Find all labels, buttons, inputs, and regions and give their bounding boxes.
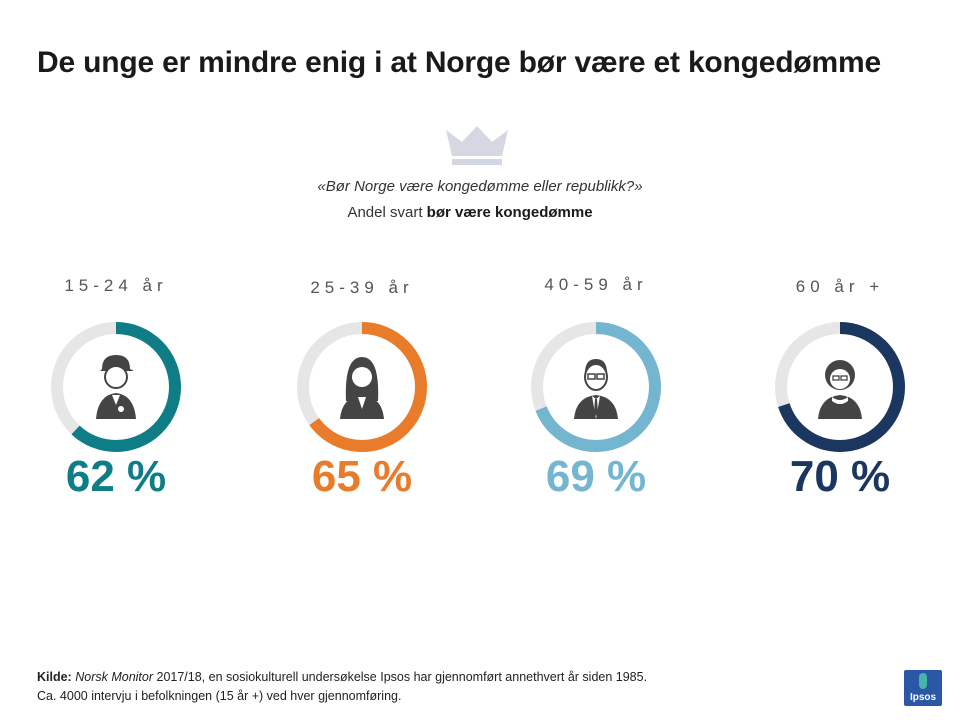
value-label: 70 % xyxy=(789,452,891,501)
age-label: 25-39 år xyxy=(310,278,414,297)
elderly-woman-icon xyxy=(818,360,862,419)
young-man-cap-icon xyxy=(96,355,136,419)
survey-question: «Bør Norge være kongedømme eller republi… xyxy=(317,178,643,195)
donut-chart xyxy=(775,322,905,452)
logo-mark xyxy=(919,673,927,689)
donut-value-arc xyxy=(51,322,181,452)
donut-value-arc xyxy=(531,322,661,452)
value-label: 69 % xyxy=(545,452,647,501)
donut-chart xyxy=(51,322,181,452)
age-label: 40-59 år xyxy=(544,275,648,294)
donut-value-arc xyxy=(775,322,905,452)
source-line: Kilde: Norsk Monitor 2017/18, en sosioku… xyxy=(37,668,647,687)
chart-subtitle: Andel svart bør være kongedømme xyxy=(0,204,940,221)
donut-chart xyxy=(297,322,427,452)
source-description: 2017/18, en sosiokulturell undersøkelse … xyxy=(153,670,648,684)
subtitle-bold: bør være kongedømme xyxy=(426,204,593,221)
man-glasses-tie-icon xyxy=(574,359,618,419)
value-label: 65 % xyxy=(311,452,413,501)
subtitle-prefix: Andel svart xyxy=(347,204,427,221)
age-label: 60 år + xyxy=(795,277,885,296)
logo-text: Ipsos xyxy=(909,692,937,703)
sample-size-note: Ca. 4000 intervju i befolkningen (15 år … xyxy=(37,689,402,703)
age-label: 15-24 år xyxy=(64,276,168,295)
page-title: De unge er mindre enig i at Norge bør væ… xyxy=(37,46,881,79)
source-footer: Kilde: Norsk Monitor 2017/18, en sosioku… xyxy=(37,668,647,706)
ipsos-logo: Ipsos xyxy=(904,670,942,706)
donut-value-arc xyxy=(297,322,427,452)
value-label: 62 % xyxy=(65,452,167,501)
woman-long-hair-icon xyxy=(340,357,384,419)
crown-icon xyxy=(446,126,508,165)
source-label: Kilde: xyxy=(37,670,72,684)
donut-chart xyxy=(531,322,661,452)
source-name: Norsk Monitor xyxy=(75,670,154,684)
